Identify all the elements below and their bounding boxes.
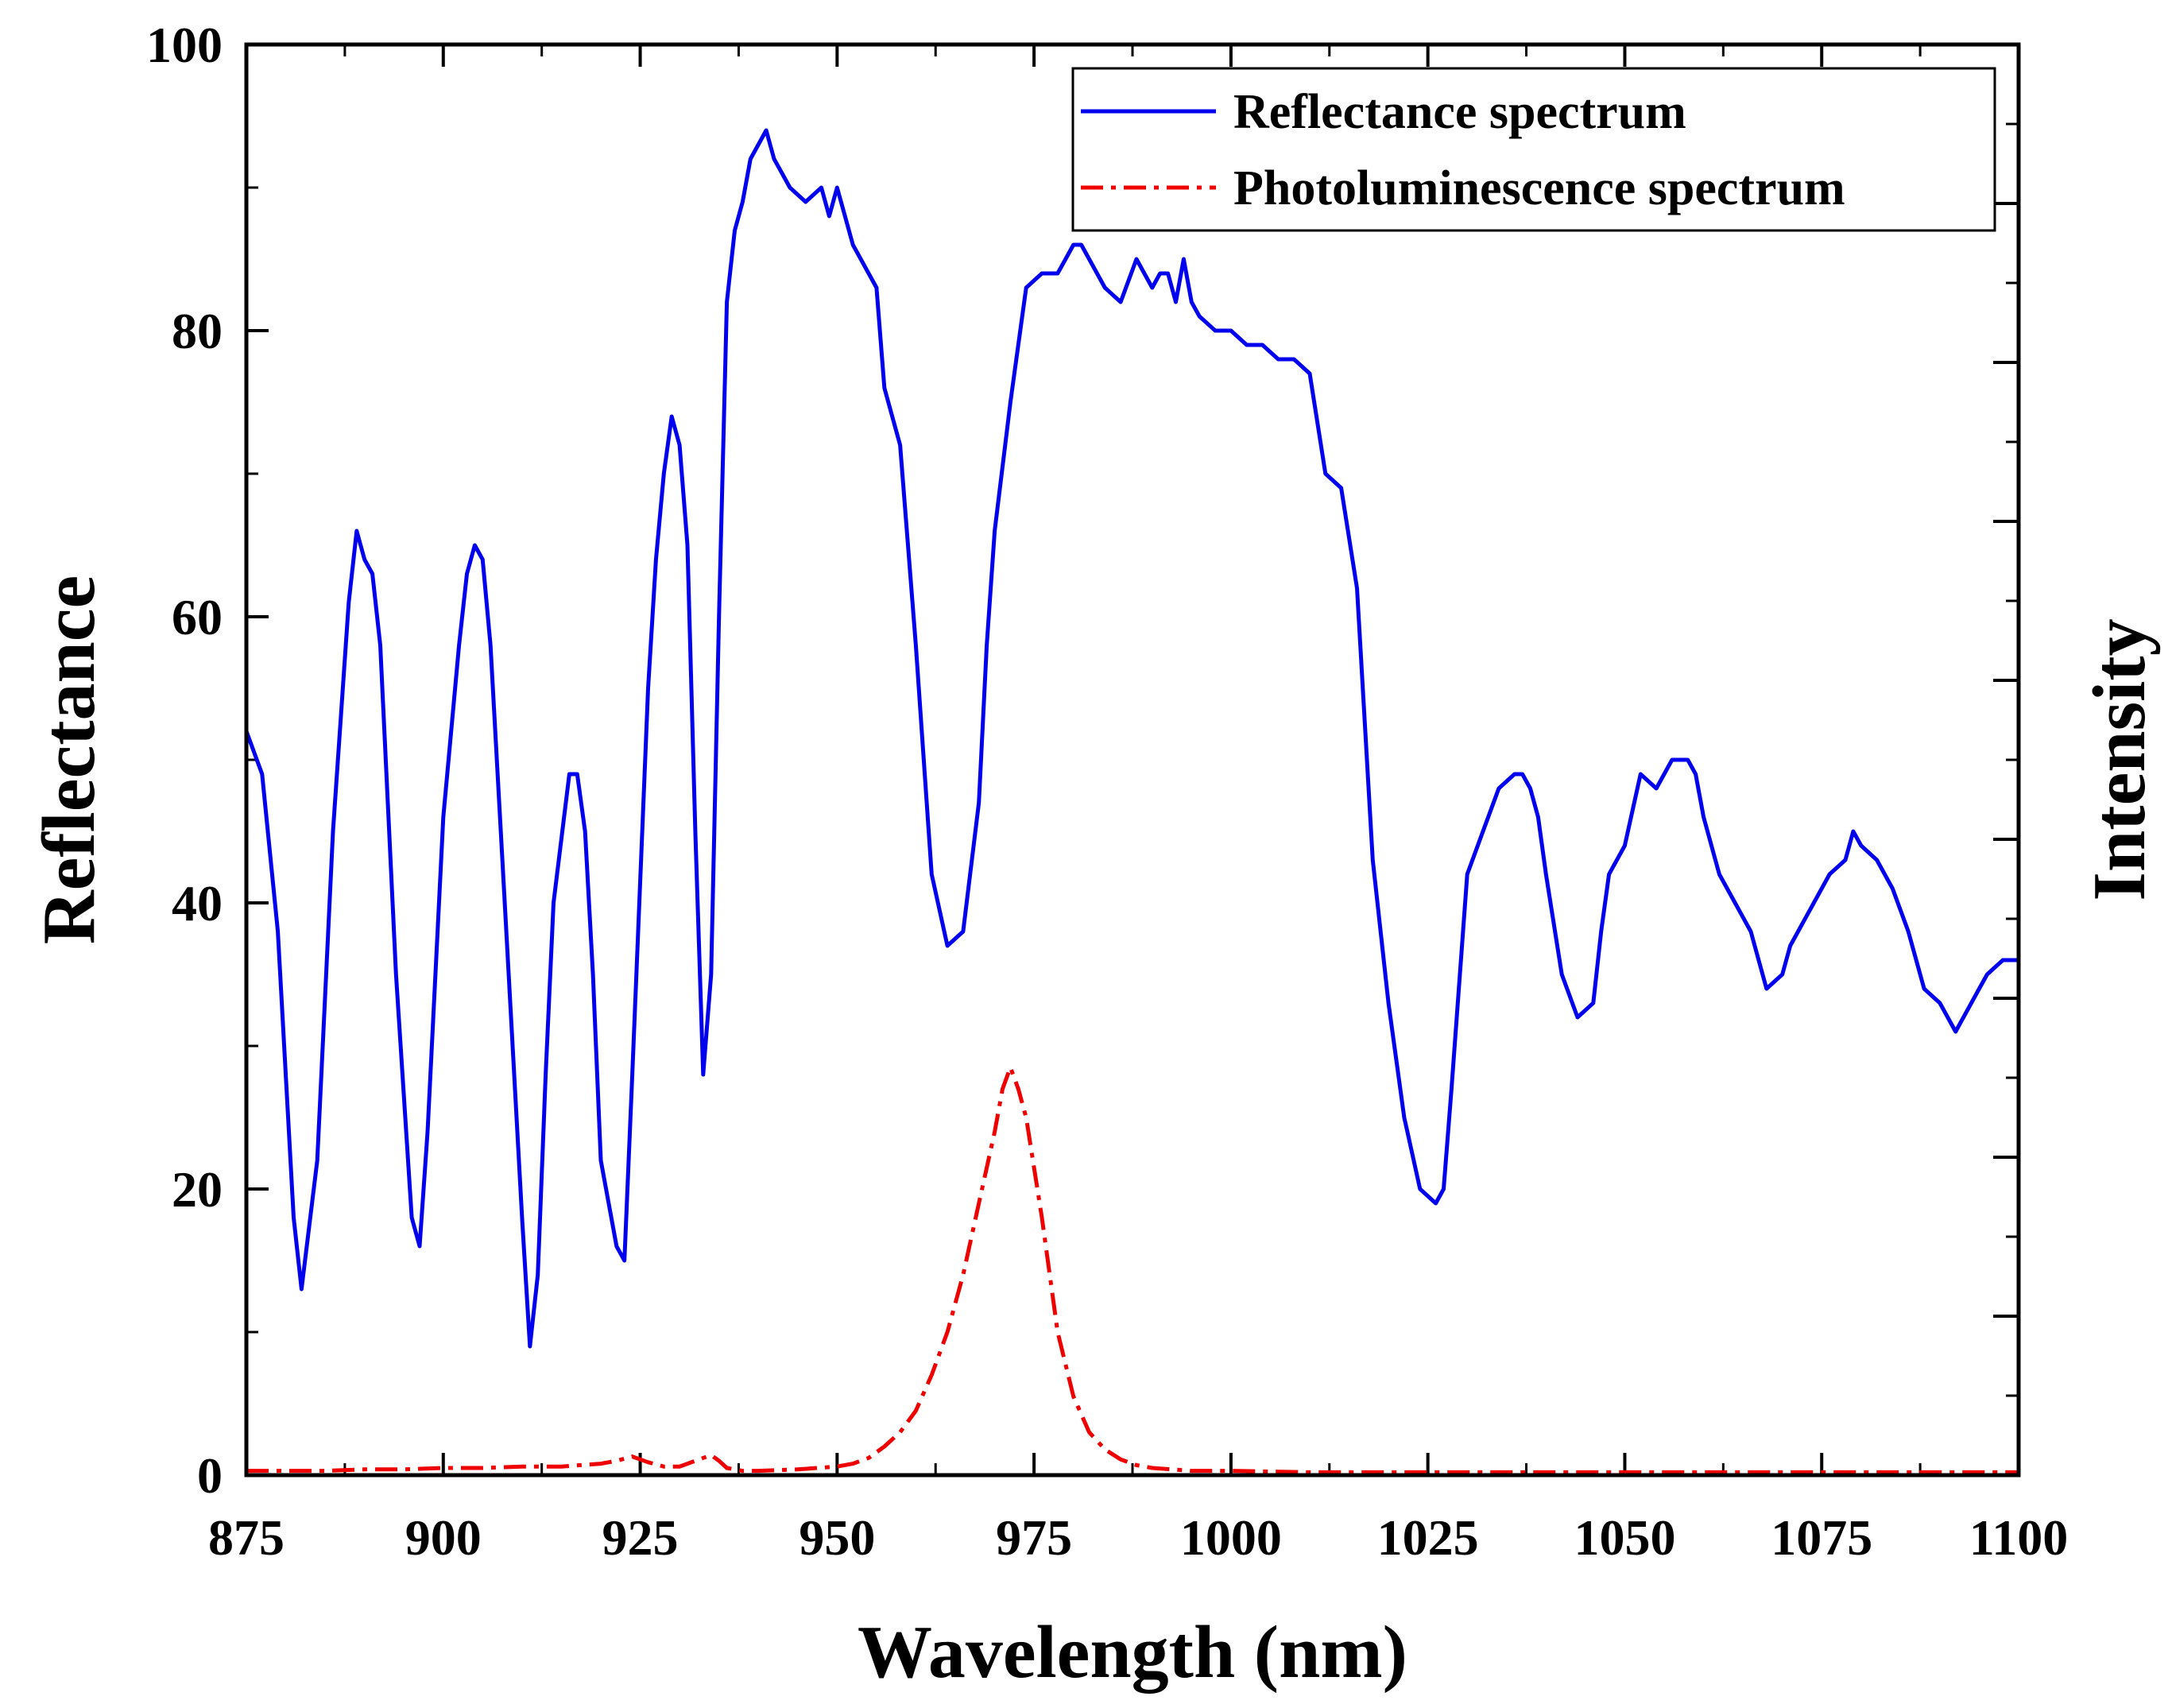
y-tick-label: 100 bbox=[146, 17, 223, 73]
legend-label-photoluminescence: Photoluminescence spectrum bbox=[1233, 161, 1845, 215]
x-tick-label: 1100 bbox=[1969, 1509, 2068, 1566]
y2-axis-title: Intensity bbox=[2078, 618, 2161, 900]
plot-area bbox=[246, 45, 2019, 1475]
y-axis-title: Reflectance bbox=[28, 575, 110, 945]
y-tick-label: 80 bbox=[172, 303, 223, 359]
legend: Reflectance spectrum Photoluminescence s… bbox=[1073, 68, 1995, 230]
y-tick-label: 0 bbox=[197, 1447, 223, 1504]
x-tick-label: 925 bbox=[602, 1509, 679, 1566]
legend-label-reflectance: Reflectance spectrum bbox=[1233, 85, 1686, 139]
x-tick-label: 900 bbox=[405, 1509, 482, 1566]
x-axis-title: Wavelength (nm) bbox=[858, 1611, 1407, 1694]
x-tick-label: 1075 bbox=[1771, 1509, 1872, 1566]
y-tick-label: 60 bbox=[172, 589, 223, 645]
x-tick-label: 1050 bbox=[1574, 1509, 1675, 1566]
x-tick-label: 1025 bbox=[1377, 1509, 1479, 1566]
x-tick-label: 1000 bbox=[1180, 1509, 1282, 1566]
y-tick-label: 20 bbox=[172, 1161, 223, 1218]
spectrum-chart: 875 900 925 950 975 1000 1025 1050 1075 1100 0 20 40… bbox=[0, 0, 2172, 1708]
x-tick-label: 950 bbox=[799, 1509, 875, 1566]
y-tick-label: 40 bbox=[172, 875, 223, 931]
x-tick-label: 875 bbox=[208, 1509, 285, 1566]
x-tick-label: 975 bbox=[996, 1509, 1072, 1566]
